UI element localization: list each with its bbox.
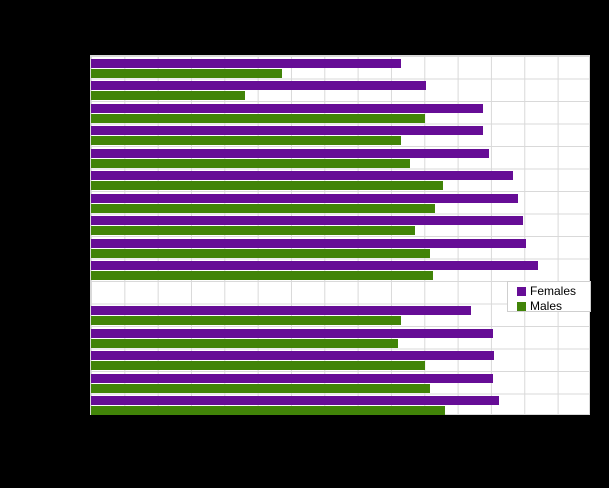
bar-males-row0[interactable] bbox=[91, 68, 282, 78]
bar-males-row6[interactable] bbox=[91, 203, 435, 213]
bar-males-row12[interactable] bbox=[91, 338, 399, 348]
bar-females-row7[interactable] bbox=[91, 216, 523, 225]
bar-males-row14[interactable] bbox=[91, 383, 430, 393]
legend-item-males[interactable]: Males bbox=[517, 299, 590, 314]
bars-layer bbox=[91, 56, 589, 415]
bar-males-row9[interactable] bbox=[91, 271, 433, 280]
legend: Females Males bbox=[507, 281, 591, 314]
bar-males-row11[interactable] bbox=[91, 316, 402, 325]
bar-males-row1[interactable] bbox=[91, 91, 246, 100]
bar-females-row6[interactable] bbox=[91, 193, 518, 203]
bar-females-row4[interactable] bbox=[91, 148, 490, 158]
bar-males-row3[interactable] bbox=[91, 136, 402, 145]
bar-males-row15[interactable] bbox=[91, 406, 445, 415]
bar-females-row1[interactable] bbox=[91, 81, 427, 90]
bar-females-row12[interactable] bbox=[91, 328, 493, 338]
legend-label-females: Females bbox=[530, 284, 577, 298]
bar-females-row8[interactable] bbox=[91, 238, 526, 248]
bar-males-row8[interactable] bbox=[91, 248, 430, 258]
bar-males-row13[interactable] bbox=[91, 361, 425, 370]
bar-females-row14[interactable] bbox=[91, 373, 493, 383]
bar-males-row7[interactable] bbox=[91, 226, 415, 235]
chart-plot-area: Females Males bbox=[90, 55, 591, 415]
bar-females-row15[interactable] bbox=[91, 396, 500, 405]
bar-females-row13[interactable] bbox=[91, 351, 495, 360]
legend-label-males: Males bbox=[530, 299, 563, 313]
bar-females-row5[interactable] bbox=[91, 171, 513, 180]
bar-females-row9[interactable] bbox=[91, 261, 538, 270]
legend-item-females[interactable]: Females bbox=[517, 284, 590, 299]
bar-females-row0[interactable] bbox=[91, 58, 402, 68]
bar-males-row4[interactable] bbox=[91, 158, 410, 168]
females-swatch-icon bbox=[517, 287, 526, 296]
bar-males-row2[interactable] bbox=[91, 113, 425, 123]
bar-females-row11[interactable] bbox=[91, 306, 472, 315]
bar-females-row3[interactable] bbox=[91, 126, 483, 135]
bar-males-row5[interactable] bbox=[91, 181, 443, 190]
males-swatch-icon bbox=[517, 302, 526, 311]
bar-females-row2[interactable] bbox=[91, 103, 483, 113]
